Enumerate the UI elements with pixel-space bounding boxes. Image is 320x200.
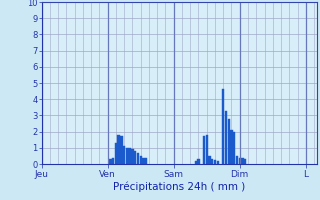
Bar xyxy=(244,159,246,164)
Bar xyxy=(145,158,147,164)
Bar xyxy=(203,136,205,164)
Bar xyxy=(120,136,123,164)
Bar xyxy=(208,156,211,164)
Bar xyxy=(140,156,142,164)
Bar xyxy=(228,119,230,164)
Bar xyxy=(131,149,133,164)
Bar xyxy=(205,135,208,164)
Bar xyxy=(126,148,128,164)
Bar xyxy=(134,151,136,164)
Bar xyxy=(239,158,241,164)
Bar xyxy=(137,153,139,164)
Bar xyxy=(112,158,114,164)
Bar xyxy=(225,111,227,164)
Bar xyxy=(142,158,145,164)
Bar xyxy=(109,159,112,164)
Bar xyxy=(195,161,197,164)
Bar xyxy=(129,148,131,164)
Bar xyxy=(123,146,125,164)
X-axis label: Précipitations 24h ( mm ): Précipitations 24h ( mm ) xyxy=(113,181,245,192)
Bar xyxy=(233,132,236,164)
Bar xyxy=(236,156,238,164)
Bar xyxy=(197,159,200,164)
Bar xyxy=(230,130,233,164)
Bar xyxy=(222,89,224,164)
Bar xyxy=(241,158,244,164)
Bar xyxy=(214,160,216,164)
Bar xyxy=(115,143,117,164)
Bar xyxy=(217,161,219,164)
Bar xyxy=(117,135,120,164)
Bar xyxy=(211,159,213,164)
